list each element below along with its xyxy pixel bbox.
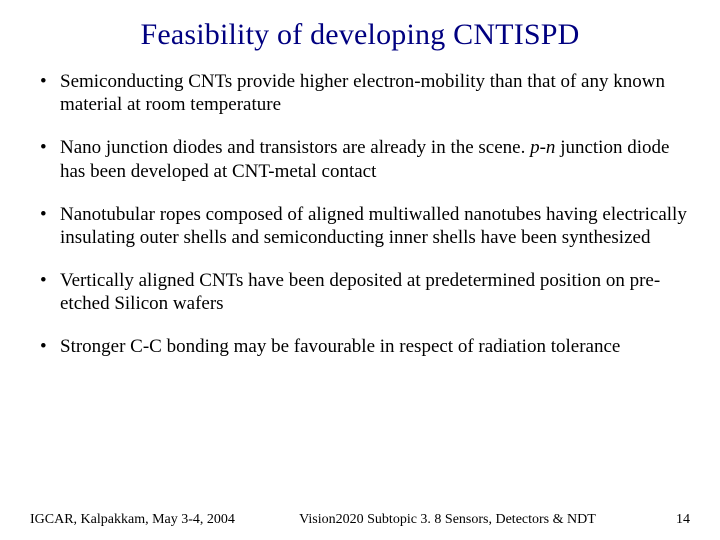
bullet-item: Stronger C-C bonding may be favourable i… [36,335,690,358]
bullet-item: Nanotubular ropes composed of aligned mu… [36,203,690,249]
bullet-text-pre: Nano junction diodes and transistors are… [60,137,530,158]
bullet-list: Semiconducting CNTs provide higher elect… [30,70,690,359]
bullet-item: Nano junction diodes and transistors are… [36,136,690,182]
bullet-text-pre: Vertically aligned CNTs have been deposi… [60,270,660,314]
slide-footer: IGCAR, Kalpakkam, May 3-4, 2004 Vision20… [30,512,690,528]
slide-title: Feasibility of developing CNTISPD [30,18,690,52]
bullet-text-pre: Semiconducting CNTs provide higher elect… [60,71,665,115]
bullet-text-pre: Stronger C-C bonding may be favourable i… [60,336,620,357]
footer-page-number: 14 [660,512,690,528]
bullet-item: Semiconducting CNTs provide higher elect… [36,70,690,116]
footer-left: IGCAR, Kalpakkam, May 3-4, 2004 [30,512,235,528]
bullet-text-ital: p-n [530,137,555,158]
footer-center: Vision2020 Subtopic 3. 8 Sensors, Detect… [235,512,660,528]
bullet-text-pre: Nanotubular ropes composed of aligned mu… [60,204,687,248]
bullet-item: Vertically aligned CNTs have been deposi… [36,269,690,315]
